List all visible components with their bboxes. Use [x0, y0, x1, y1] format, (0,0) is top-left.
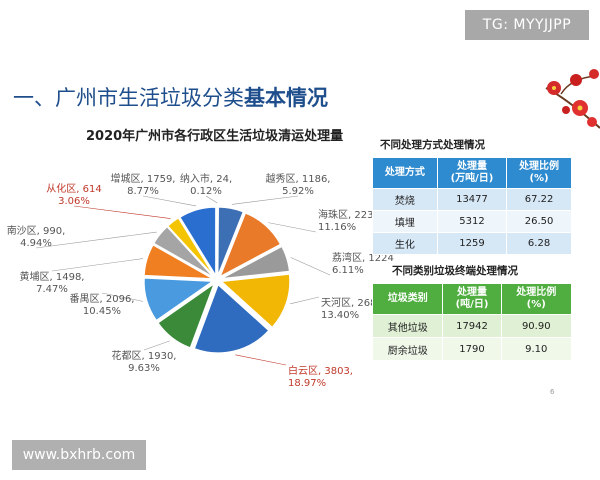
pie-percent-6: 9.63%: [128, 363, 160, 374]
pie-slice-3: [221, 245, 290, 280]
pie-label-10: 从化区, 614: [46, 182, 101, 195]
pie-percent-2: 11.16%: [318, 222, 356, 233]
watermark-top: TG: MYYJJPP: [465, 10, 589, 40]
table1-header-2: 处理比例 (%): [506, 157, 572, 189]
pie-leader-2: [268, 222, 317, 233]
pie-leader-11: [142, 195, 197, 207]
table-row: 厨余垃圾 1790 9.10: [371, 337, 573, 361]
table2-header-2: 处理比例 (%): [500, 283, 573, 315]
pie-percent-10: 3.06%: [58, 196, 90, 207]
heading-prefix: 一、广州市生活垃圾分类: [13, 86, 244, 110]
table-row: 其他垃圾 17942 90.90: [371, 314, 573, 338]
red-blossom-decoration: [545, 69, 600, 129]
pie-slice-9: [153, 226, 214, 278]
pie-slice-6: [157, 282, 215, 349]
table1-cell-1-0: 填埋: [372, 210, 438, 233]
pie-percent-1: 5.92%: [282, 186, 314, 197]
pie-slice-4: [220, 273, 291, 328]
pie-leader-3: [290, 257, 331, 276]
pie-leader-1: [231, 195, 299, 205]
table-row: 生化 1259 6.28: [372, 232, 572, 255]
waste-category-table: 垃圾类别 处理量 (吨/日) 处理比例 (%) 其他垃圾 17942 90.90 厨余垃圾 17…: [371, 283, 573, 361]
table2-cell-0-2: 90.90: [500, 314, 573, 338]
pie-leader-0: [205, 195, 218, 204]
pie-leader-6: [143, 340, 170, 351]
table2-cell-1-0: 厨余垃圾: [371, 337, 444, 361]
table1-title: 不同处理方式处理情况: [380, 139, 485, 151]
pie-leader-10: [73, 205, 171, 219]
pie-label-7: 番禺区, 2096,: [70, 293, 135, 305]
pie-leader-5: [235, 354, 287, 366]
pie-percent-5: 18.97%: [288, 378, 326, 389]
pie-slice-2: [219, 212, 282, 278]
table-row: 填埋 5312 26.50: [372, 210, 572, 233]
district-pie-chart: 纳入市, 24,0.12% 越秀区, 1186,5.92% 海珠区, 223811.…: [7, 172, 394, 389]
pie-leader-4: [290, 296, 320, 305]
pie-slice-0: [216, 206, 219, 276]
pie-slice-10: [167, 217, 215, 277]
table2-cell-0-1: 17942: [442, 314, 502, 338]
page-heading: 一、广州市生活垃圾分类基本情况: [13, 82, 328, 112]
table1-cell-0-1: 13477: [436, 188, 508, 211]
table1-cell-1-2: 26.50: [506, 210, 572, 233]
table1-cell-1-1: 5312: [436, 210, 508, 233]
table-row: 焚烧 13477 67.22: [372, 188, 572, 211]
table2-header-1: 处理量 (吨/日): [442, 283, 502, 315]
watermark-bottom: www.bxhrb.com: [12, 440, 146, 470]
pie-slice-5: [193, 283, 270, 354]
table1-cell-0-0: 焚烧: [372, 188, 438, 211]
pie-label-11: 增城区, 1759,: [111, 172, 176, 185]
pie-slice-8: [143, 244, 213, 280]
pie-leader-8: [51, 258, 144, 272]
pie-label-0: 纳入市, 24,: [180, 172, 232, 185]
table2-cell-1-2: 9.10: [500, 337, 573, 361]
treatment-method-table: 处理方式 处理量 (万吨/日) 处理比例 (%) 焚烧 13477 67.22 填埋 5312 2…: [372, 157, 572, 255]
pie-slice-7: [143, 277, 214, 322]
table2-cell-0-0: 其他垃圾: [371, 314, 444, 338]
pie-percent-8: 7.47%: [36, 284, 68, 295]
pie-slice-11: [179, 206, 217, 277]
pie-leader-9: [35, 231, 157, 249]
pie-label-5: 白云区, 3803,: [288, 364, 353, 377]
pie-percent-3: 6.11%: [332, 265, 364, 276]
table2-cell-1-1: 1790: [442, 337, 502, 361]
pie-label-6: 花都区, 1930,: [112, 349, 177, 362]
pie-percent-0: 0.12%: [190, 186, 222, 197]
table1-header-0: 处理方式: [372, 157, 438, 189]
pie-percent-4: 13.40%: [321, 310, 359, 321]
pie-label-2: 海珠区, 2238: [318, 208, 380, 221]
pie-label-4: 天河区, 268: [321, 297, 376, 309]
table1-header-1: 处理量 (万吨/日): [436, 157, 508, 189]
heading-bold: 基本情况: [244, 86, 328, 110]
table2-title: 不同类别垃圾终端处理情况: [392, 265, 518, 277]
pie-label-9: 南沙区, 990,: [7, 224, 66, 237]
pie-percent-7: 10.45%: [83, 306, 121, 317]
table1-cell-2-1: 1259: [436, 232, 508, 255]
pie-label-1: 越秀区, 1186,: [266, 172, 331, 185]
table1-cell-0-2: 67.22: [506, 188, 572, 211]
pie-slice-1: [217, 206, 244, 276]
table1-cell-2-0: 生化: [372, 232, 438, 255]
chart-title: 2020年广州市各行政区生活垃圾清运处理量: [86, 129, 344, 144]
pie-leader-7: [101, 292, 144, 302]
page-number: 6: [550, 388, 555, 396]
table2-header-0: 垃圾类别: [371, 283, 444, 315]
table1-cell-2-2: 6.28: [506, 232, 572, 255]
pie-label-8: 黄埔区, 1498,: [20, 270, 85, 283]
pie-percent-11: 8.77%: [127, 186, 159, 197]
pie-percent-9: 4.94%: [20, 238, 52, 249]
